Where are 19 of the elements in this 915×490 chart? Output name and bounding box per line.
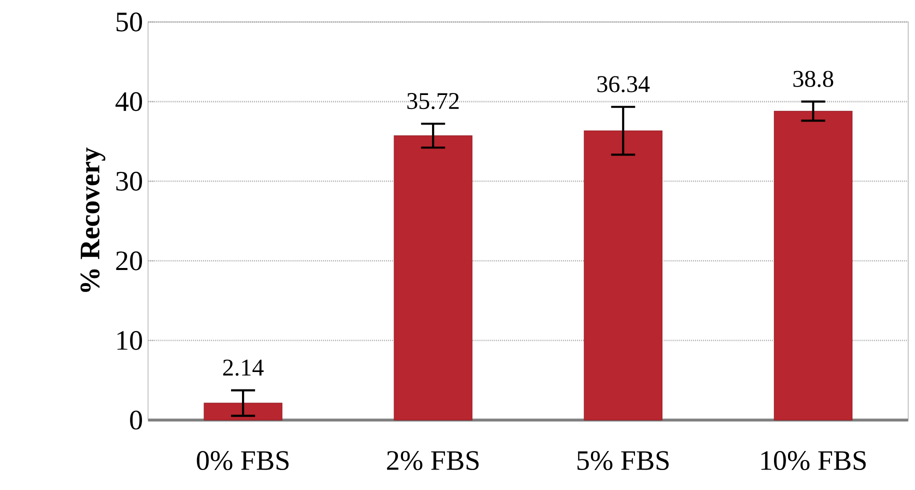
y-axis-title: % Recovery (80, 147, 106, 292)
x-tick-label: 5% FBS (577, 451, 669, 470)
y-tick-label: 40 (116, 92, 142, 112)
y-tick-label: 50 (116, 12, 142, 32)
bar (394, 135, 472, 420)
y-tick-label: 0 (130, 410, 142, 430)
y-tick-label: 30 (116, 172, 142, 191)
x-tick-label: 0% FBS (196, 451, 289, 470)
data-label: 36.34 (597, 76, 650, 92)
y-tick-label: 10 (117, 330, 142, 350)
x-tick-label: 2% FBS (387, 451, 479, 470)
data-label: 2.14 (223, 360, 264, 376)
bar (204, 402, 282, 420)
bar (584, 130, 662, 420)
data-label: 38.8 (793, 70, 834, 88)
bar (774, 110, 852, 420)
x-tick-label: 10% FBS (761, 451, 866, 470)
y-tick-label: 20 (116, 251, 142, 270)
data-label: 35.72 (407, 93, 459, 110)
